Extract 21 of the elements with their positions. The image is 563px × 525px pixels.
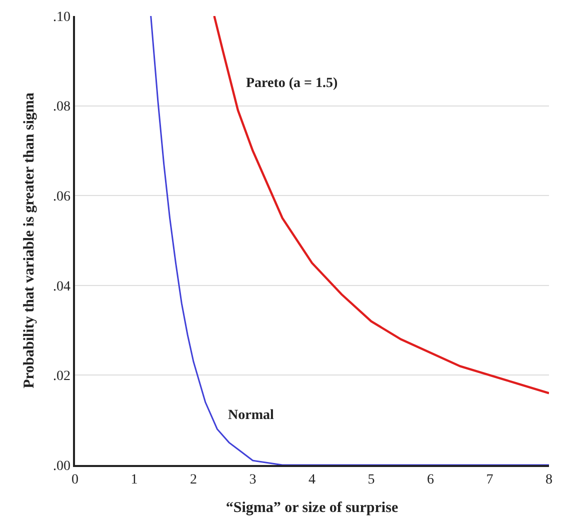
x-tick-label: 4 [308,472,316,488]
y-tick-label: .04 [52,279,70,294]
y-tick-label: .00 [52,458,70,474]
y-tick-label: .02 [52,369,70,384]
y-tick-label: .10 [52,10,70,25]
x-tick-label: 3 [249,472,256,488]
series-label: Pareto (a = 1.5) [246,76,338,91]
x-tick-label: 8 [546,472,552,488]
line-series [213,16,549,394]
x-tick-label: 0 [72,472,78,488]
x-tick-label: 6 [427,472,434,488]
y-tick-label: .06 [52,190,70,204]
x-tick-label: 5 [368,472,375,488]
y-tick-label: .08 [52,100,70,115]
series-label: Normal [228,408,274,423]
y-axis-title: Probability that variable is greater than sigma [22,92,38,388]
x-tick-label: 2 [190,472,197,488]
line-series [150,16,549,465]
x-axis-title: “Sigma” or size of surprise [226,500,398,516]
x-tick-label: 1 [130,472,138,488]
x-tick-label: 7 [486,472,494,488]
